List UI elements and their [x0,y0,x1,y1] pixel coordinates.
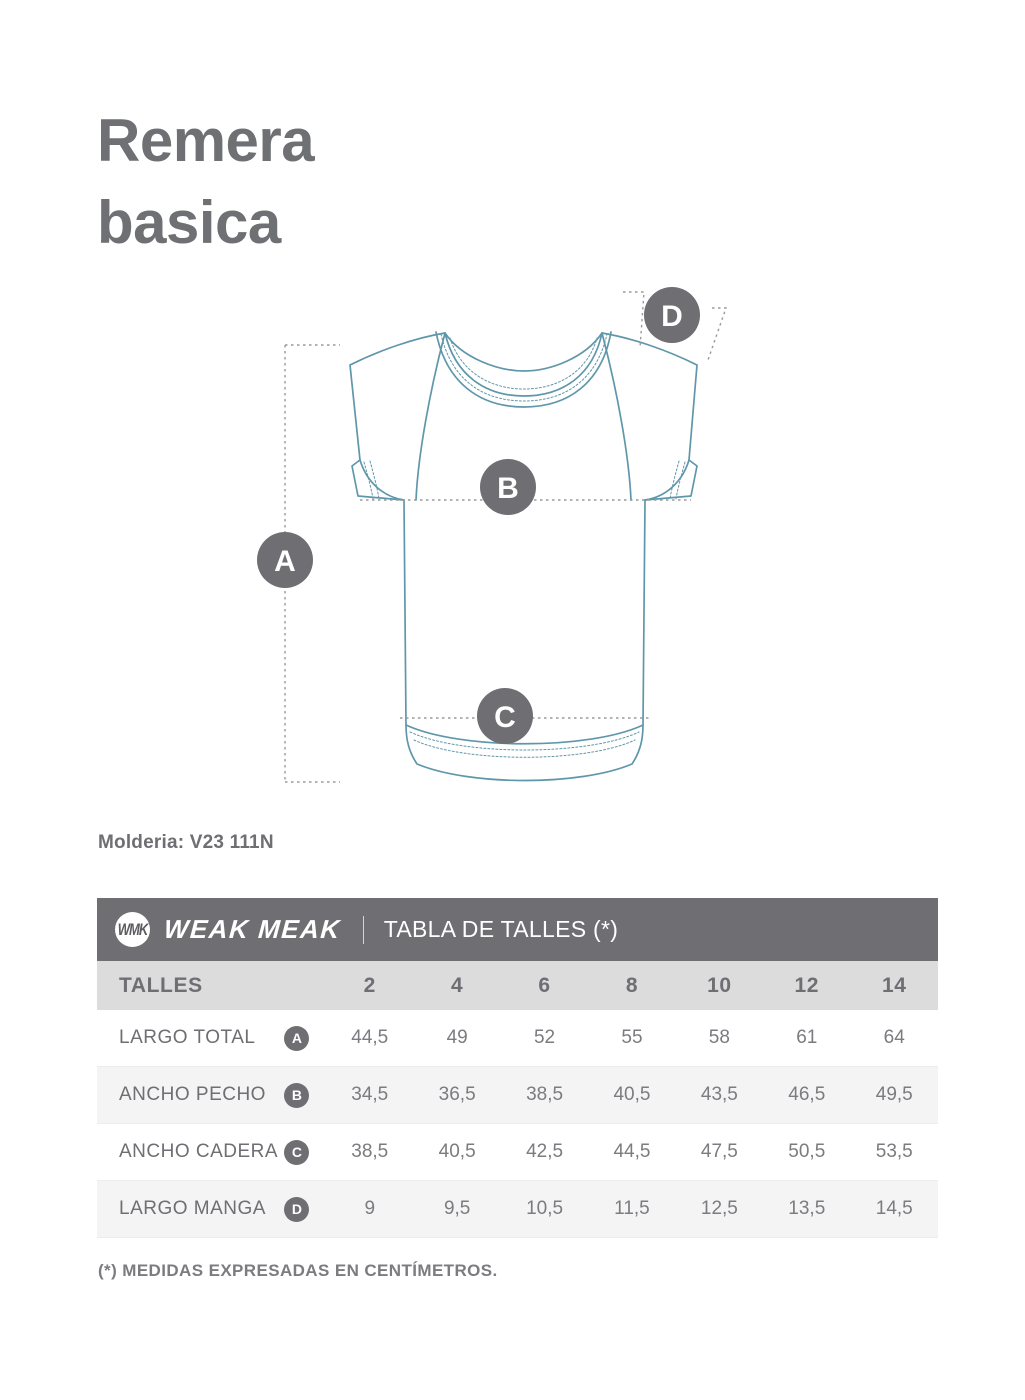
cell-largo-total-14: 64 [850,1010,938,1067]
sleeve-left [351,332,446,501]
cell-largo-total-6: 52 [500,1010,589,1067]
page-title-line-2: basica [97,188,281,256]
row-label-largo-total: LARGO TOTAL [97,1010,268,1067]
cell-ancho-pecho-14: 49,5 [850,1066,938,1124]
svg-text:C: C [494,701,516,734]
marker-a: A [257,532,313,588]
cell-largo-manga-14: 14,5 [850,1180,938,1238]
size-header-12: 12 [763,961,851,1010]
cell-ancho-pecho-6: 38,5 [500,1066,589,1124]
size-header-4: 4 [413,961,501,1010]
row-badge-b: B [267,1066,327,1124]
molderia-label: Molderia: V23 111N [98,832,274,853]
table-row: LARGO MANGA D 9 9,5 10,5 11,5 12,5 13,5 … [97,1180,938,1238]
badge-letter: C [284,1139,310,1165]
cell-largo-total-2: 44,5 [326,1010,414,1067]
marker-c: C [477,688,533,744]
size-header-14: 14 [850,961,938,1010]
badge-letter: D [284,1196,310,1222]
cell-largo-manga-12: 13,5 [763,1180,851,1238]
table-size-header-row: TALLES 2 4 6 8 10 12 14 [97,961,938,1010]
table-brand-header: WMK WEAK MEAK TABLA DE TALLES (*) [97,898,938,961]
cell-ancho-pecho-2: 34,5 [326,1066,414,1124]
row-badge-d: D [267,1180,327,1238]
page-title-line-1: Remera [97,107,315,174]
cell-largo-manga-10: 12,5 [675,1180,764,1238]
cell-largo-total-12: 61 [763,1010,851,1067]
cell-ancho-cadera-14: 53,5 [850,1123,938,1181]
size-header-2: 2 [326,961,414,1010]
cell-largo-total-8: 55 [588,1010,676,1067]
table-row: ANCHO CADERA C 38,5 40,5 42,5 44,5 47,5 … [97,1123,938,1181]
svg-text:A: A [274,545,296,578]
dimension-guide-d [623,291,727,361]
logo-monogram: WMK [117,920,148,939]
weak-meak-logo-icon: WMK [115,912,150,947]
cell-ancho-pecho-12: 46,5 [763,1066,851,1124]
cell-largo-manga-8: 11,5 [588,1180,676,1238]
marker-b: B [480,459,536,515]
neckline [435,331,612,408]
cell-ancho-cadera-8: 44,5 [588,1123,676,1181]
size-chart-table: WMK WEAK MEAK TABLA DE TALLES (*) TALLES… [97,898,938,1238]
row-badge-c: C [267,1123,327,1181]
table-subtitle: TABLA DE TALLES (*) [383,916,619,942]
cell-ancho-cadera-10: 47,5 [675,1123,764,1181]
size-header-8: 8 [588,961,676,1010]
cell-ancho-cadera-2: 38,5 [326,1123,414,1181]
table-row: LARGO TOTAL A 44,5 49 52 55 58 61 64 [97,1010,938,1067]
row-label-ancho-cadera: ANCHO CADERA [97,1123,278,1181]
cell-ancho-cadera-6: 42,5 [500,1123,589,1181]
hem-band [405,724,644,758]
cell-largo-total-10: 58 [675,1010,764,1067]
tshirt-body-outline [349,332,698,782]
cell-ancho-cadera-12: 50,5 [763,1123,851,1181]
tshirt-technical-drawing: A B C D [240,270,780,810]
row-badge-a: A [267,1010,327,1067]
cell-largo-manga-2: 9 [326,1180,414,1238]
cell-largo-manga-4: 9,5 [413,1180,501,1238]
size-header-6: 6 [500,961,589,1010]
cell-largo-total-4: 49 [413,1010,501,1067]
svg-text:B: B [497,472,519,505]
brand-divider [362,915,364,944]
size-header-10: 10 [675,961,764,1010]
cell-ancho-pecho-10: 43,5 [675,1066,764,1124]
table-row: ANCHO PECHO B 34,5 36,5 38,5 40,5 43,5 4… [97,1066,938,1124]
page-title: Remera basica [97,100,697,263]
talles-label: TALLES [97,961,327,1010]
row-label-largo-manga: LARGO MANGA [97,1180,268,1238]
measurement-units-footnote: (*) MEDIDAS EXPRESADAS EN CENTÍMETROS. [98,1261,498,1280]
badge-letter: A [284,1025,310,1051]
brand-name: WEAK MEAK [162,914,342,944]
badge-letter: B [284,1082,310,1108]
cell-ancho-cadera-4: 40,5 [413,1123,501,1181]
sleeve-right [601,332,698,501]
marker-d: D [644,287,700,343]
cell-ancho-pecho-8: 40,5 [588,1066,676,1124]
cell-largo-manga-6: 10,5 [500,1180,589,1238]
row-label-ancho-pecho: ANCHO PECHO [97,1066,268,1124]
cell-ancho-pecho-4: 36,5 [413,1066,501,1124]
svg-text:D: D [661,300,683,333]
